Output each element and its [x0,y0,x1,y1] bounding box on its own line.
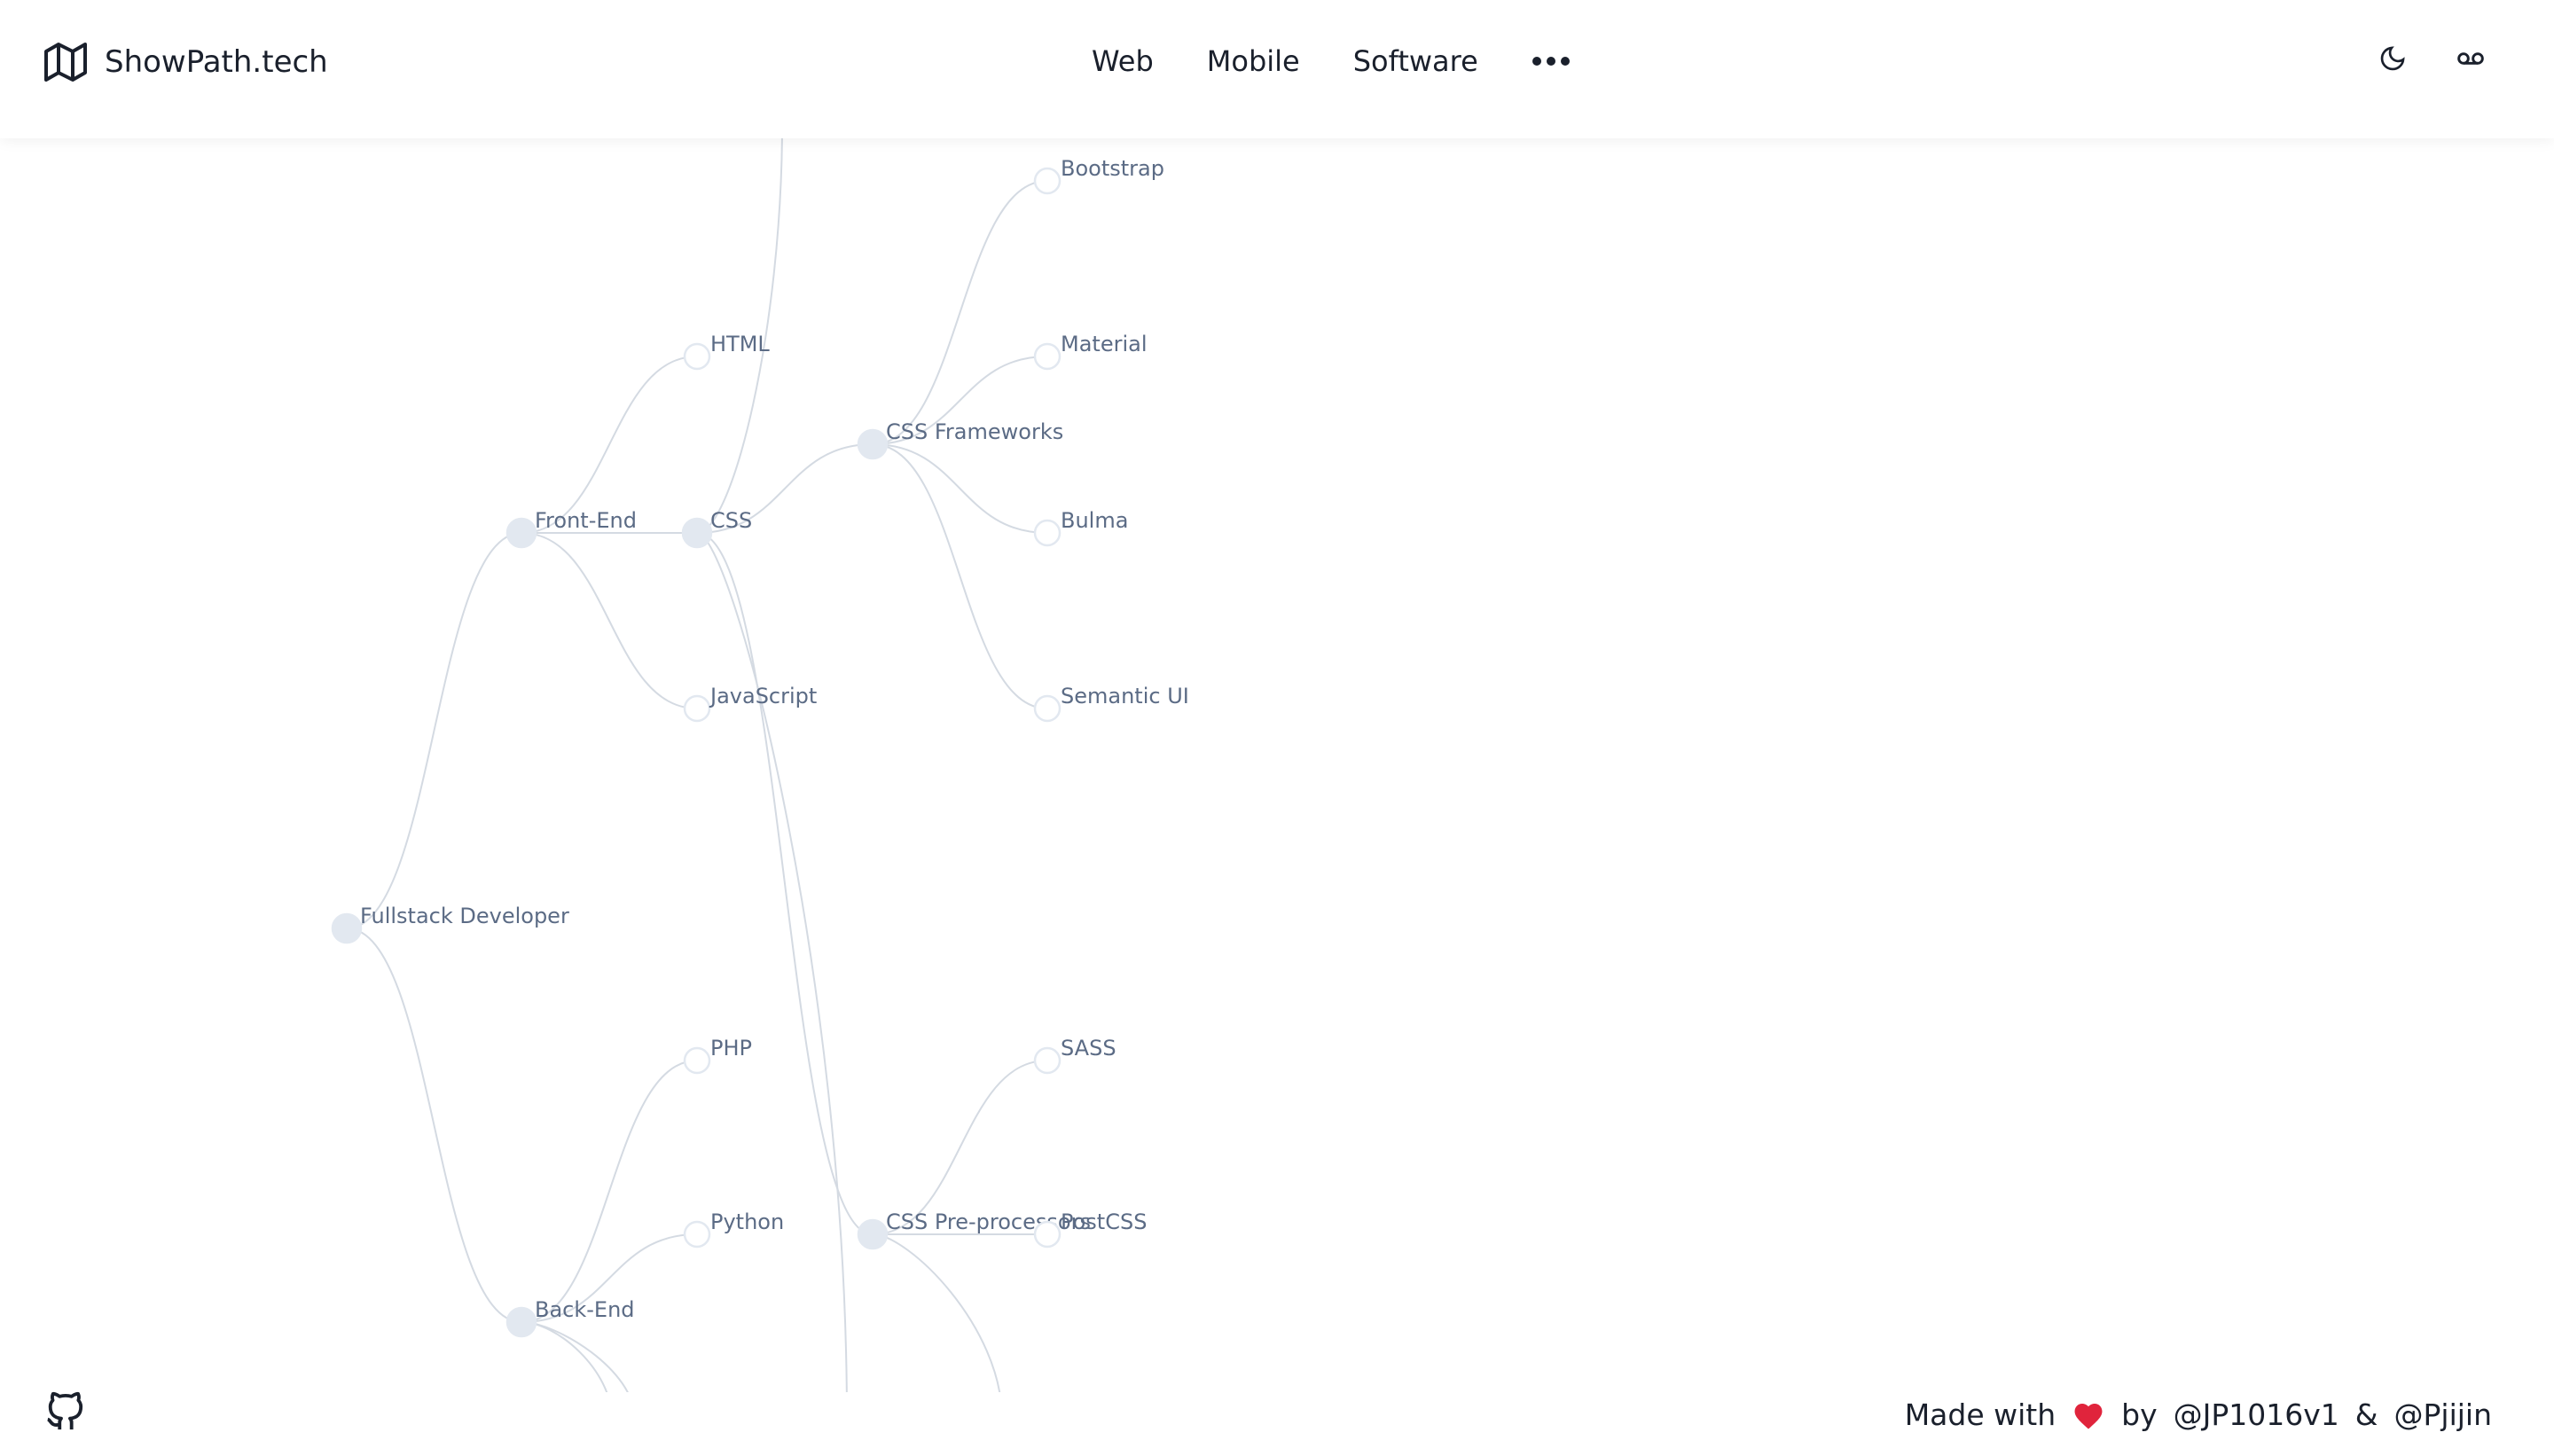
leaf-node[interactable] [683,342,711,371]
link [696,532,874,1235]
nav: Web Mobile Software [1092,44,1571,78]
author-link[interactable]: @JP1016v1 [2173,1397,2339,1432]
nav-link[interactable]: Software [1352,44,1478,78]
node-label: Fullstack Developer [360,904,569,928]
link [521,532,698,709]
leaf-node[interactable] [683,1046,711,1075]
node-label: Back-End [535,1297,635,1322]
link [346,928,522,1323]
link [521,1060,698,1323]
branch-node[interactable] [505,517,537,549]
nodes: Fullstack Developer Front-End Back-End HTML… [331,156,1189,1338]
link [696,138,783,534]
branch-node[interactable] [857,1218,889,1250]
node-label: PostCSS [1061,1209,1147,1234]
node-label: Python [710,1209,784,1234]
map-icon [44,43,87,82]
more-menu[interactable] [1532,52,1571,70]
leaf-node[interactable] [1033,342,1062,371]
leaf-node[interactable] [1033,167,1062,195]
link [872,356,1048,445]
node-label: PHP [710,1036,752,1061]
heart-icon [2074,1403,2103,1429]
credits: Made with by @JP1016v1 & @Pjijin [1905,1397,2492,1432]
link [696,443,874,534]
link [872,443,1048,709]
branch-node[interactable] [505,1306,537,1338]
branch-node[interactable] [331,912,363,944]
node-label: CSS Frameworks [886,419,1063,444]
leaf-node[interactable] [683,694,711,723]
node-label: CSS [710,508,752,533]
node-label: HTML [710,332,770,356]
made-with: Made with [1904,1397,2057,1432]
link [346,532,522,929]
author-link[interactable]: @Pjijin [2393,1397,2493,1432]
link [696,532,848,1392]
nav-link[interactable]: Mobile [1206,44,1300,78]
by: by [2121,1397,2158,1432]
leaf-node[interactable] [1033,1046,1062,1075]
branch-node[interactable] [681,517,713,549]
link [521,356,698,534]
node-label: Bulma [1061,508,1128,533]
nav-link[interactable]: Web [1092,44,1154,78]
link [872,443,1048,534]
links [346,138,1048,1392]
node-label: Semantic UI [1061,684,1189,708]
node-label: SASS [1061,1036,1116,1061]
branch-node[interactable] [857,428,889,460]
leaf-node[interactable] [1033,694,1062,723]
brand[interactable]: ShowPath.tech [43,41,328,83]
separator: & [2354,1397,2378,1432]
header: ShowPath.tech Web Mobile Software [0,0,2554,138]
voicemail-icon[interactable] [2455,44,2487,73]
link [872,1060,1048,1235]
node-label: Front-End [535,508,637,533]
leaf-node[interactable] [1033,519,1062,547]
leaf-node[interactable] [683,1220,711,1249]
dark-mode-toggle[interactable] [2378,44,2407,73]
brand-name: ShowPath.tech [105,44,328,80]
leaf-node[interactable] [1033,1220,1062,1249]
link [521,1233,698,1323]
node-label: Bootstrap [1061,156,1164,181]
github-link[interactable] [44,1390,85,1435]
node-label: Material [1061,332,1148,356]
link [872,1233,1001,1392]
node-label: JavaScript [709,684,817,708]
link [872,180,1048,445]
footer: Made with by @JP1016v1 & @Pjijin [0,1383,2554,1456]
